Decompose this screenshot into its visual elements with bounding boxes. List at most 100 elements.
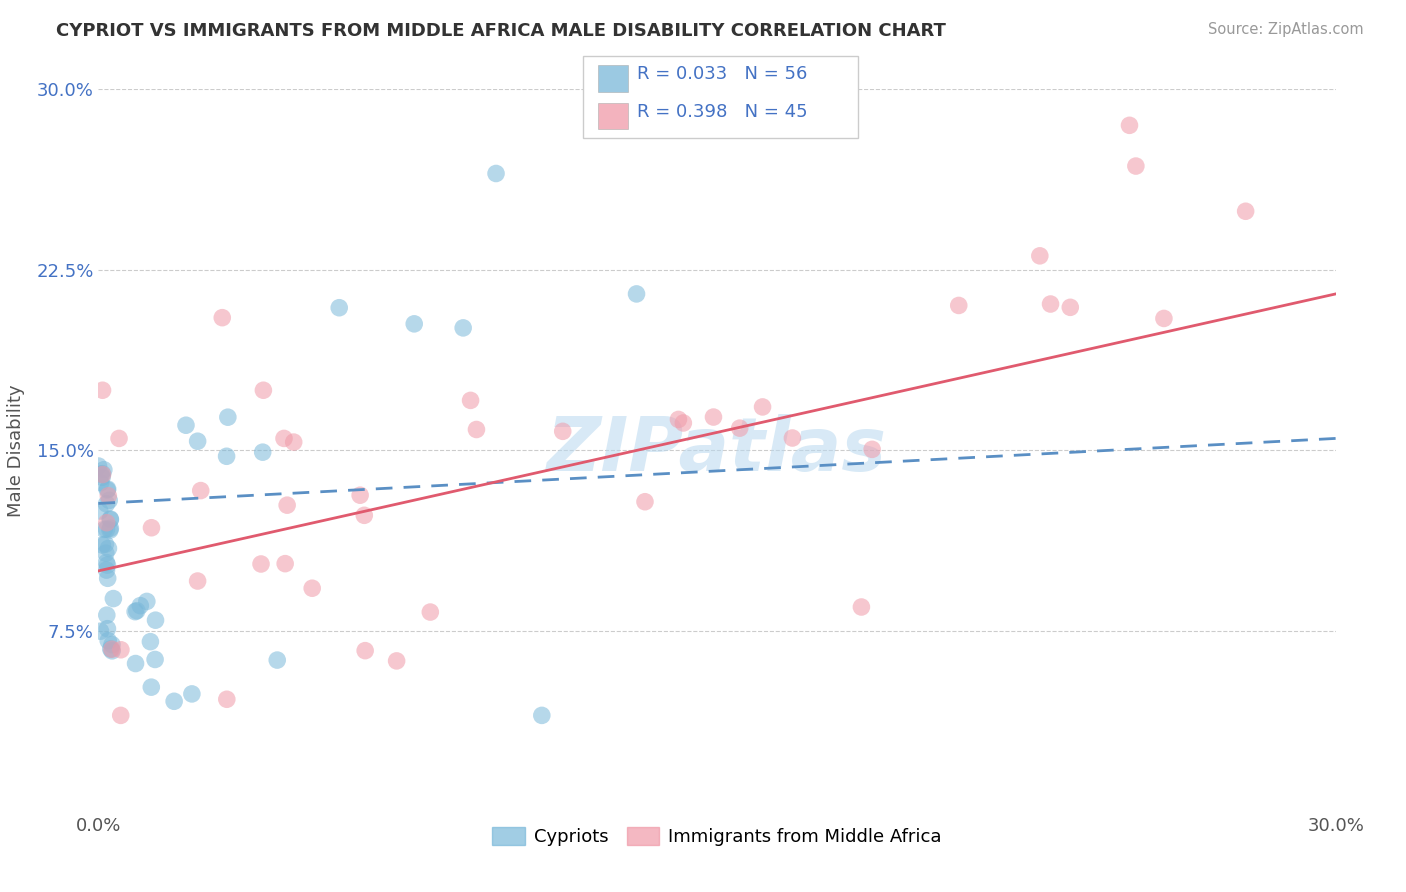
- Point: [252, 445, 274, 459]
- Point: [328, 301, 350, 315]
- Point: [273, 431, 295, 445]
- Point: [419, 605, 441, 619]
- Point: [90, 475, 112, 490]
- Point: [90, 467, 112, 482]
- Point: [89, 504, 111, 518]
- Point: [98, 493, 121, 508]
- Point: [96, 556, 118, 570]
- Text: ZIPatlas: ZIPatlas: [547, 414, 887, 487]
- Point: [276, 498, 298, 512]
- Point: [1059, 301, 1081, 315]
- Point: [101, 644, 124, 658]
- Point: [626, 286, 648, 301]
- Point: [141, 521, 163, 535]
- Point: [460, 393, 482, 408]
- Point: [97, 482, 120, 496]
- Point: [124, 605, 146, 619]
- Point: [96, 608, 118, 623]
- Point: [551, 425, 574, 439]
- Text: CYPRIOT VS IMMIGRANTS FROM MIDDLE AFRICA MALE DISABILITY CORRELATION CHART: CYPRIOT VS IMMIGRANTS FROM MIDDLE AFRICA…: [56, 22, 946, 40]
- Point: [125, 604, 148, 618]
- Point: [668, 412, 690, 426]
- Point: [190, 483, 212, 498]
- Point: [96, 497, 118, 511]
- Point: [1234, 204, 1257, 219]
- Point: [485, 166, 508, 180]
- Point: [94, 546, 117, 560]
- Point: [129, 599, 152, 613]
- Point: [98, 513, 121, 527]
- Point: [349, 488, 371, 502]
- Point: [98, 521, 121, 535]
- Point: [108, 431, 131, 445]
- Point: [91, 470, 114, 484]
- Point: [301, 581, 323, 595]
- Point: [91, 384, 114, 398]
- Point: [97, 571, 120, 585]
- Text: R = 0.398   N = 45: R = 0.398 N = 45: [637, 103, 807, 120]
- Point: [91, 538, 114, 552]
- Point: [211, 310, 233, 325]
- Point: [93, 463, 115, 477]
- Point: [530, 708, 553, 723]
- Point: [97, 489, 120, 503]
- Point: [353, 508, 375, 523]
- Point: [274, 557, 297, 571]
- Point: [465, 422, 488, 436]
- Point: [101, 642, 124, 657]
- Point: [851, 599, 873, 614]
- Point: [728, 421, 751, 435]
- Y-axis label: Male Disability: Male Disability: [7, 384, 25, 516]
- Point: [751, 400, 773, 414]
- Point: [91, 467, 114, 481]
- Point: [385, 654, 408, 668]
- Point: [180, 687, 202, 701]
- Point: [110, 642, 132, 657]
- Point: [250, 557, 273, 571]
- Point: [124, 657, 146, 671]
- Point: [97, 633, 120, 648]
- Point: [103, 591, 125, 606]
- Point: [110, 708, 132, 723]
- Point: [782, 431, 804, 445]
- Point: [404, 317, 426, 331]
- Point: [702, 410, 724, 425]
- Point: [451, 321, 474, 335]
- Point: [135, 594, 157, 608]
- Text: R = 0.033   N = 56: R = 0.033 N = 56: [637, 65, 807, 83]
- Point: [860, 442, 883, 457]
- Legend: Cypriots, Immigrants from Middle Africa: Cypriots, Immigrants from Middle Africa: [485, 820, 949, 854]
- Point: [91, 467, 114, 482]
- Point: [101, 638, 124, 652]
- Point: [1118, 118, 1140, 132]
- Point: [187, 574, 209, 588]
- Point: [98, 523, 121, 537]
- Point: [96, 516, 118, 530]
- Point: [96, 563, 118, 577]
- Point: [1039, 297, 1062, 311]
- Point: [98, 512, 121, 526]
- Text: Source: ZipAtlas.com: Source: ZipAtlas.com: [1208, 22, 1364, 37]
- Point: [354, 643, 377, 657]
- Point: [215, 692, 238, 706]
- Point: [96, 622, 118, 636]
- Point: [174, 418, 197, 433]
- Point: [1029, 249, 1052, 263]
- Point: [145, 613, 167, 627]
- Point: [96, 522, 118, 536]
- Point: [672, 416, 695, 430]
- Point: [215, 450, 238, 464]
- Point: [163, 694, 186, 708]
- Point: [948, 298, 970, 312]
- Point: [217, 410, 239, 425]
- Point: [87, 458, 110, 473]
- Point: [252, 384, 274, 398]
- Point: [266, 653, 288, 667]
- Point: [100, 642, 122, 657]
- Point: [90, 624, 112, 639]
- Point: [283, 435, 305, 450]
- Point: [96, 558, 118, 572]
- Point: [97, 541, 120, 556]
- Point: [94, 537, 117, 551]
- Point: [96, 483, 118, 497]
